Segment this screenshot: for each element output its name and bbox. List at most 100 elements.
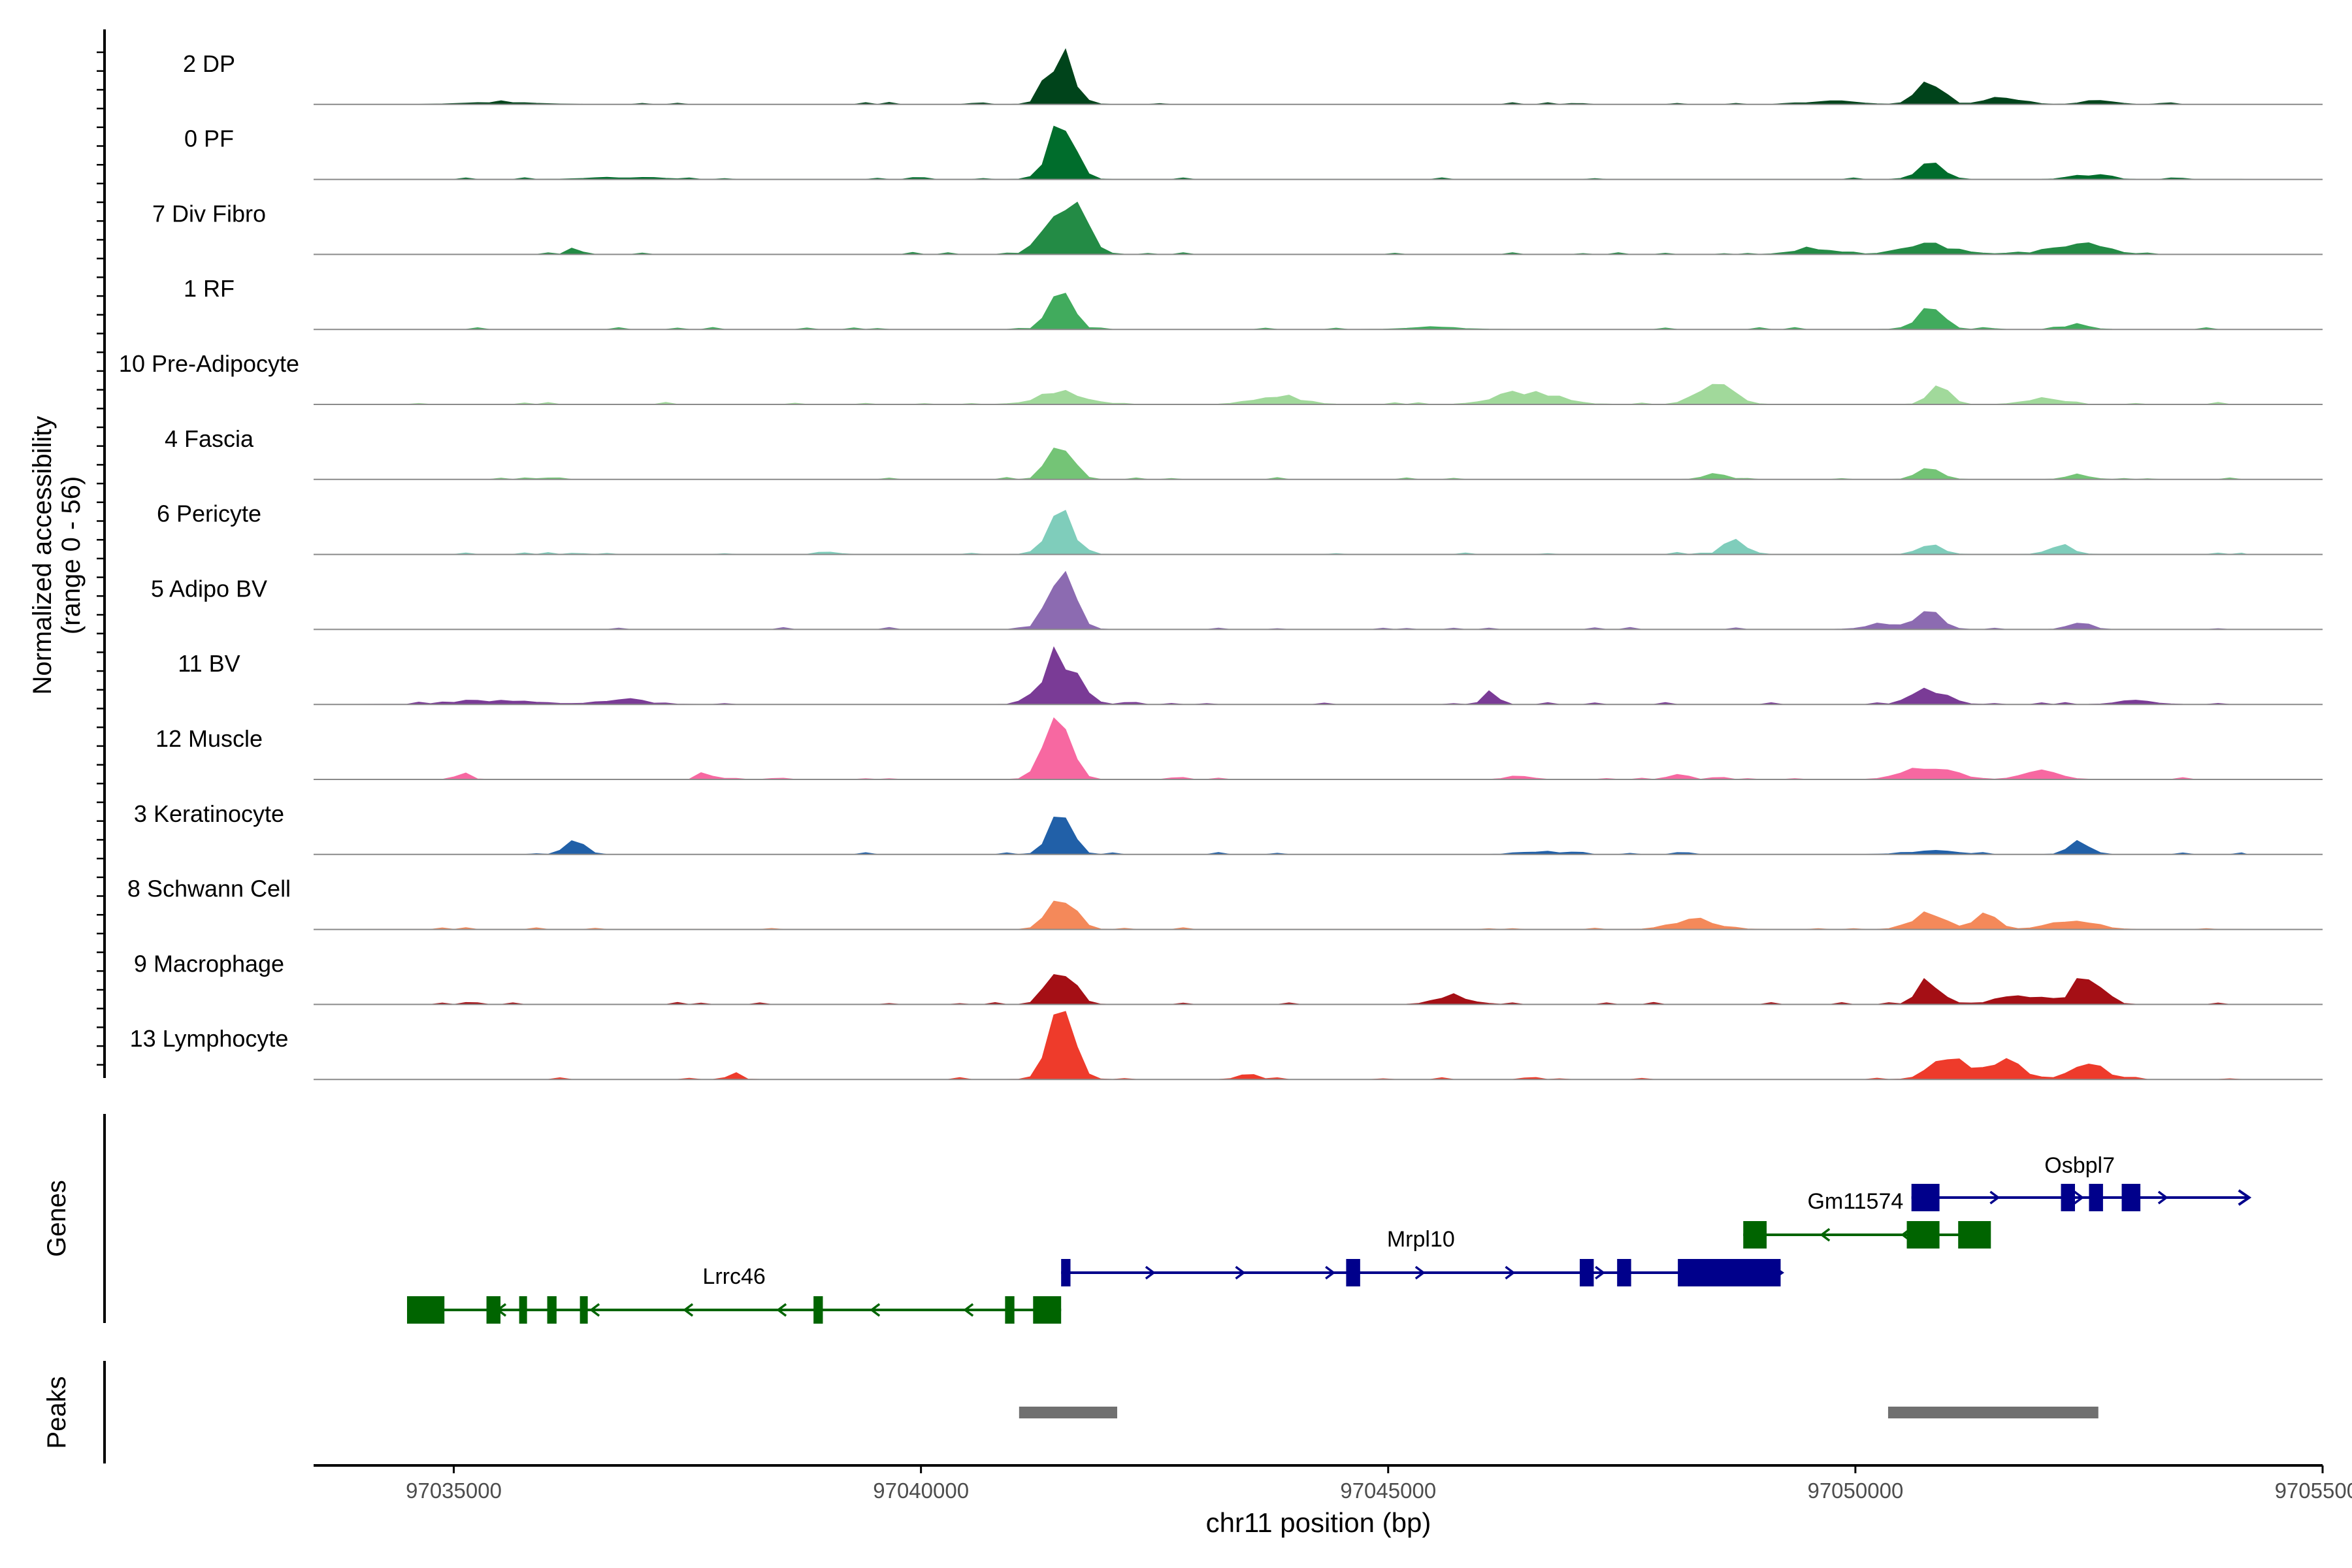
genes-panel-label: Genes — [42, 1180, 71, 1257]
x-tick-label: 97050000 — [1807, 1478, 1903, 1503]
track-11: 3 Keratinocyte — [134, 800, 2323, 855]
strand-arrow-right-icon — [1505, 1266, 1516, 1280]
exon — [1678, 1259, 1781, 1286]
track-10: 12 Muscle — [155, 717, 2323, 780]
track-label: 9 Macrophage — [134, 950, 284, 977]
exon — [1617, 1259, 1631, 1286]
exon — [1743, 1221, 1767, 1249]
strand-arrow-left-icon — [870, 1303, 881, 1317]
gene-label: Lrrc46 — [702, 1264, 765, 1289]
track-7: 6 Pericyte — [157, 500, 2323, 555]
track-14: 13 Lymphocyte — [130, 1011, 2323, 1081]
exon — [407, 1296, 445, 1324]
track-6: 4 Fascia — [165, 425, 2323, 480]
gene-label: Mrpl10 — [1387, 1227, 1455, 1252]
coverage-area — [313, 125, 2323, 180]
exon — [813, 1296, 823, 1324]
track-label: 12 Muscle — [155, 725, 263, 752]
track-8: 5 Adipo BV — [151, 570, 2323, 630]
track-5: 10 Pre-Adipocyte — [119, 350, 2323, 405]
y-axis-label-line1: Normalized accessibility — [28, 416, 57, 695]
track-label: 8 Schwann Cell — [127, 875, 291, 902]
coverage-area — [313, 293, 2323, 330]
coverage-y-axis — [97, 29, 106, 1078]
strand-arrow-right-icon — [2157, 1190, 2168, 1205]
x-tick-label: 97045000 — [1340, 1478, 1436, 1503]
x-tick-label: 97040000 — [873, 1478, 969, 1503]
coverage-area — [313, 717, 2323, 780]
coverage-area — [313, 570, 2323, 630]
gene-osbpl7: Osbpl7 — [1911, 1153, 2252, 1211]
strand-arrow-left-icon — [683, 1303, 694, 1317]
track-label: 5 Adipo BV — [151, 575, 267, 602]
strand-arrow-left-icon — [589, 1303, 600, 1317]
peak-region — [1887, 1407, 2099, 1418]
track-label: 3 Keratinocyte — [134, 800, 284, 827]
exon — [2089, 1184, 2103, 1211]
track-label: 13 Lymphocyte — [130, 1025, 289, 1052]
coverage-area — [313, 646, 2323, 705]
strand-arrow-right-icon — [1595, 1266, 1606, 1280]
track-2: 0 PF — [184, 125, 2323, 180]
peak-region — [1019, 1407, 1117, 1418]
strand-arrow-right-icon — [1235, 1266, 1246, 1280]
strand-arrow-right-icon — [1145, 1266, 1156, 1280]
exon — [1958, 1221, 1991, 1249]
exon — [2061, 1184, 2075, 1211]
x-tick-label: 97035000 — [406, 1478, 502, 1503]
exon — [1033, 1296, 1062, 1324]
coverage-tracks: 2 DP 0 PF 7 Div Fibro 1 RF 10 Pre-Adipocyte 4… — [119, 48, 2323, 1081]
peaks-panel-label: Peaks — [42, 1376, 71, 1448]
strand-arrow-right-icon — [2074, 1190, 2085, 1205]
exon — [1346, 1259, 1360, 1286]
strand-arrow-right-icon — [1989, 1190, 2001, 1205]
strand-arrow-left-icon — [776, 1303, 787, 1317]
exon — [547, 1296, 557, 1324]
coverage-area — [313, 510, 2323, 555]
track-label: 1 RF — [184, 275, 235, 302]
track-4: 1 RF — [184, 275, 2323, 331]
gene-lrrc46: Lrrc46 — [407, 1264, 1062, 1324]
peaks-panel — [1019, 1407, 2099, 1418]
coverage-area — [313, 973, 2323, 1005]
gene-label: Gm11574 — [1807, 1189, 1903, 1214]
track-label: 11 BV — [178, 650, 240, 677]
coverage-area — [313, 1011, 2323, 1080]
coverage-area — [313, 816, 2323, 855]
exon — [580, 1296, 588, 1324]
x-axis: 97035000 97040000 97045000 97050000 97055000 — [314, 1464, 2352, 1503]
track-1: 2 DP — [183, 48, 2323, 105]
strand-arrow-left-icon — [1820, 1228, 1831, 1242]
gene-mrpl10: Mrpl10 — [1061, 1227, 1785, 1286]
x-axis-label: chr11 position (bp) — [1206, 1507, 1431, 1538]
exon — [1911, 1184, 1940, 1211]
coverage-area — [313, 48, 2323, 105]
exon — [1906, 1221, 1940, 1249]
x-tick-label: 97055000 — [2275, 1478, 2352, 1503]
track-13: 9 Macrophage — [134, 950, 2323, 1005]
coverage-area — [313, 201, 2323, 255]
genes-panel: Lrrc46 Mrpl10 Gm11574 Osbpl7 — [407, 1153, 2252, 1324]
strand-arrow-end-icon — [2238, 1189, 2252, 1206]
track-9: 11 BV — [178, 646, 2323, 706]
gene-gm11574: Gm11574 — [1743, 1189, 1991, 1249]
track-label: 6 Pericyte — [157, 500, 261, 527]
track-3: 7 Div Fibro — [152, 200, 2323, 255]
exon — [519, 1296, 527, 1324]
track-label: 2 DP — [183, 50, 235, 77]
track-12: 8 Schwann Cell — [127, 875, 2323, 930]
track-label: 0 PF — [184, 125, 234, 152]
exon — [486, 1296, 501, 1324]
exon — [1579, 1259, 1594, 1286]
strand-arrow-right-icon — [1414, 1266, 1426, 1280]
coverage-area — [313, 900, 2323, 930]
track-label: 7 Div Fibro — [152, 200, 266, 227]
y-axis-label-line2: (range 0 - 56) — [57, 476, 86, 634]
exon — [2121, 1184, 2141, 1211]
coverage-area — [313, 448, 2323, 480]
track-label: 4 Fascia — [165, 425, 254, 452]
exon — [1005, 1296, 1015, 1324]
strand-arrow-left-icon — [963, 1303, 974, 1317]
strand-arrow-right-icon — [1325, 1266, 1336, 1280]
